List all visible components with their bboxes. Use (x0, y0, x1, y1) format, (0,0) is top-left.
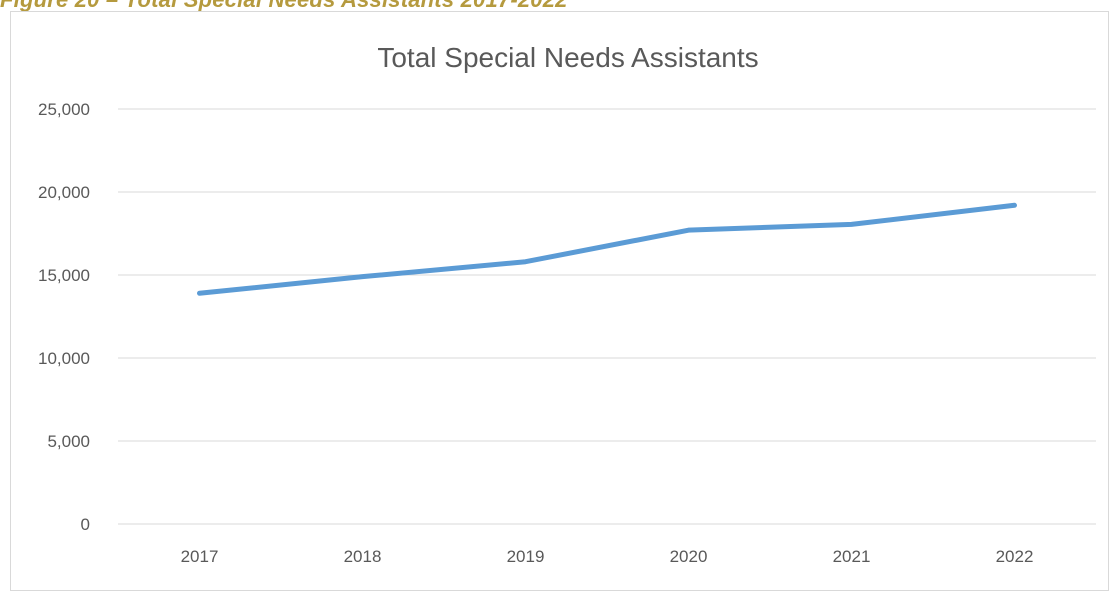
y-tick-label: 25,000 (38, 100, 90, 119)
y-tick-label: 20,000 (38, 183, 90, 202)
line-chart: Total Special Needs Assistants 0 5,000 10,… (0, 0, 1112, 579)
x-tick-label: 2017 (181, 547, 219, 566)
x-tick-label: 2021 (833, 547, 871, 566)
y-axis-ticks: 0 5,000 10,000 15,000 20,000 25,000 (38, 100, 90, 534)
y-tick-label: 0 (81, 515, 90, 534)
x-axis-ticks: 2017 2018 2019 2020 2021 2022 (181, 547, 1034, 566)
x-tick-label: 2019 (507, 547, 545, 566)
chart-title: Total Special Needs Assistants (377, 42, 758, 73)
y-tick-label: 10,000 (38, 349, 90, 368)
series-line (200, 205, 1015, 293)
x-tick-label: 2020 (670, 547, 708, 566)
y-tick-label: 5,000 (47, 432, 90, 451)
x-tick-label: 2018 (344, 547, 382, 566)
x-tick-label: 2022 (996, 547, 1034, 566)
gridlines (118, 109, 1096, 524)
y-tick-label: 15,000 (38, 266, 90, 285)
series-group (199, 205, 1014, 293)
